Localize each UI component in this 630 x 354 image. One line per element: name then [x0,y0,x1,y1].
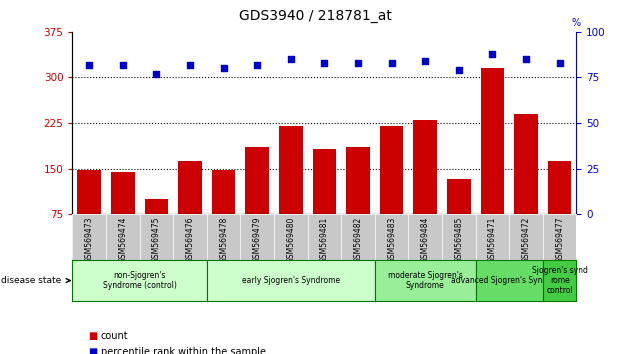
Bar [145,199,168,214]
Point [151,71,161,76]
Text: Sjogren's synd
rome
control: Sjogren's synd rome control [532,266,588,296]
Text: non-Sjogren's
Syndrome (control): non-Sjogren's Syndrome (control) [103,271,176,290]
Text: disease state: disease state [1,276,61,285]
Point [84,62,94,68]
Bar [77,170,101,214]
Point [353,60,363,66]
Text: GSM569482: GSM569482 [353,216,362,263]
Text: GSM569479: GSM569479 [253,216,261,263]
Point [252,62,262,68]
Text: early Sjogren's Syndrome: early Sjogren's Syndrome [242,276,340,285]
Text: %: % [572,18,581,28]
Text: GSM569474: GSM569474 [118,216,127,263]
Text: GSM569473: GSM569473 [85,216,94,263]
Bar [246,147,269,214]
Text: moderate Sjogren's
Syndrome: moderate Sjogren's Syndrome [388,271,462,290]
Text: advanced Sjogren's Syndrome: advanced Sjogren's Syndrome [451,276,567,285]
Text: GSM569481: GSM569481 [320,216,329,263]
Text: GDS3940 / 218781_at: GDS3940 / 218781_at [239,9,391,23]
Text: GSM569472: GSM569472 [522,216,530,263]
Text: GSM569483: GSM569483 [387,216,396,263]
Text: GSM569480: GSM569480 [287,216,295,263]
Text: ■: ■ [88,331,98,341]
Text: GSM569478: GSM569478 [219,216,228,263]
Point [286,56,296,62]
Bar [178,161,202,214]
Bar [514,114,538,214]
Point [521,56,531,62]
Bar [279,126,302,214]
Point [185,62,195,68]
Point [554,60,564,66]
Point [488,51,498,57]
Bar [548,161,571,214]
Text: ■: ■ [88,347,98,354]
Bar [312,149,336,214]
Bar [447,179,471,214]
Bar [346,147,370,214]
Text: GSM569475: GSM569475 [152,216,161,263]
Text: GSM569484: GSM569484 [421,216,430,263]
Point [219,65,229,71]
Bar [380,126,403,214]
Bar [413,120,437,214]
Bar [481,68,504,214]
Point [319,60,329,66]
Text: count: count [101,331,129,341]
Point [387,60,397,66]
Bar [111,172,135,214]
Point [118,62,128,68]
Text: GSM569485: GSM569485 [454,216,463,263]
Point [454,67,464,73]
Text: GSM569477: GSM569477 [555,216,564,263]
Text: GSM569476: GSM569476 [186,216,195,263]
Text: percentile rank within the sample: percentile rank within the sample [101,347,266,354]
Bar [212,170,236,214]
Point [420,58,430,64]
Text: GSM569471: GSM569471 [488,216,497,263]
